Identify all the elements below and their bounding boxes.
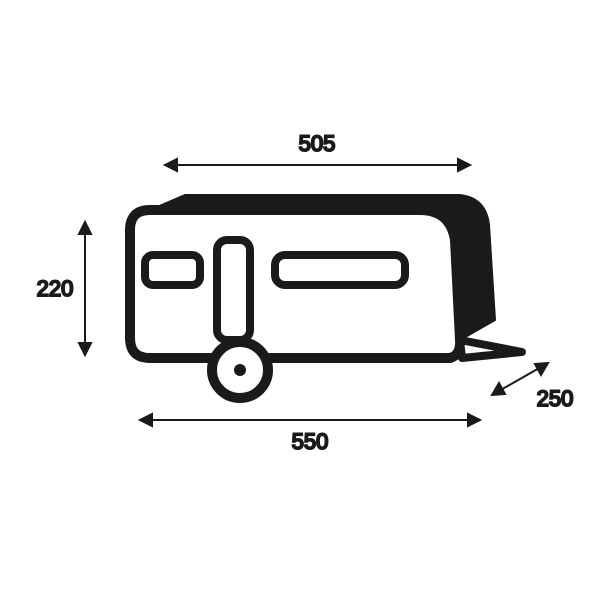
dim-top: 505: [165, 131, 470, 171]
dim-left-label: 220: [37, 276, 74, 301]
dim-bottom: 550: [140, 414, 480, 454]
dim-bottom-label: 550: [292, 429, 329, 454]
dim-left: 220: [37, 222, 91, 355]
caravan-dimension-diagram: 505 220 550 250: [0, 0, 600, 600]
dim-top-label: 505: [299, 131, 336, 156]
caravan-body: [130, 195, 522, 398]
dim-depth: 250: [492, 363, 573, 411]
dim-depth-label: 250: [537, 386, 574, 411]
